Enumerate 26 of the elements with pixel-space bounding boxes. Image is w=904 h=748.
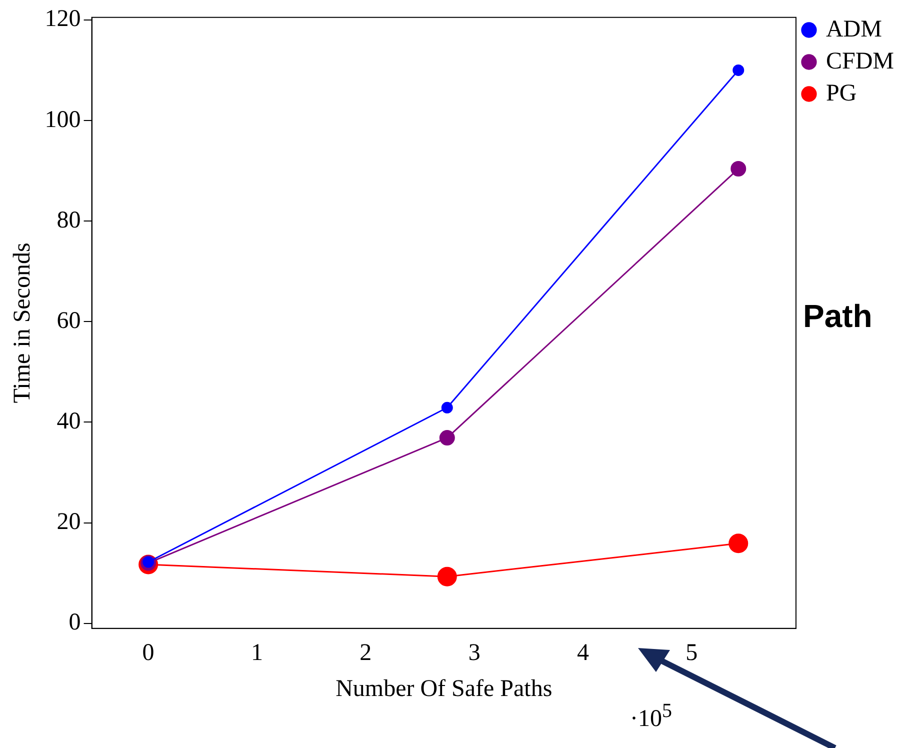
x-tick-label: 3	[468, 640, 480, 666]
x-tick-label: 0	[142, 640, 154, 666]
text: ·10$^{5}$	[630, 700, 672, 733]
y-axis-title: Time in Seconds	[10, 242, 36, 404]
point	[728, 534, 748, 554]
x-axis-title: Number Of Safe Paths	[336, 676, 552, 702]
point	[439, 430, 455, 446]
y-tick-label: 100	[44, 106, 81, 133]
point	[441, 402, 453, 414]
point	[730, 161, 746, 177]
y-tick-label: 0	[68, 610, 81, 636]
text: Path	[803, 298, 872, 335]
y-tick-label: 20	[56, 509, 81, 536]
point	[732, 64, 744, 76]
x-tick-label: 5	[686, 640, 698, 666]
x-tick-label: 2	[360, 640, 372, 666]
x-tick-label: 4	[576, 640, 589, 666]
legend-label: ADM	[826, 16, 882, 42]
x-tick-label: 1	[250, 640, 263, 666]
y-tick-label: 40	[56, 408, 81, 435]
legend-label: CFDM	[826, 48, 894, 74]
y-tick-label: 120	[44, 6, 81, 32]
legend-label: PG	[826, 80, 857, 106]
y-tick-label: 60	[56, 308, 81, 334]
y-tick-label: 80	[56, 207, 81, 234]
point	[437, 566, 457, 586]
